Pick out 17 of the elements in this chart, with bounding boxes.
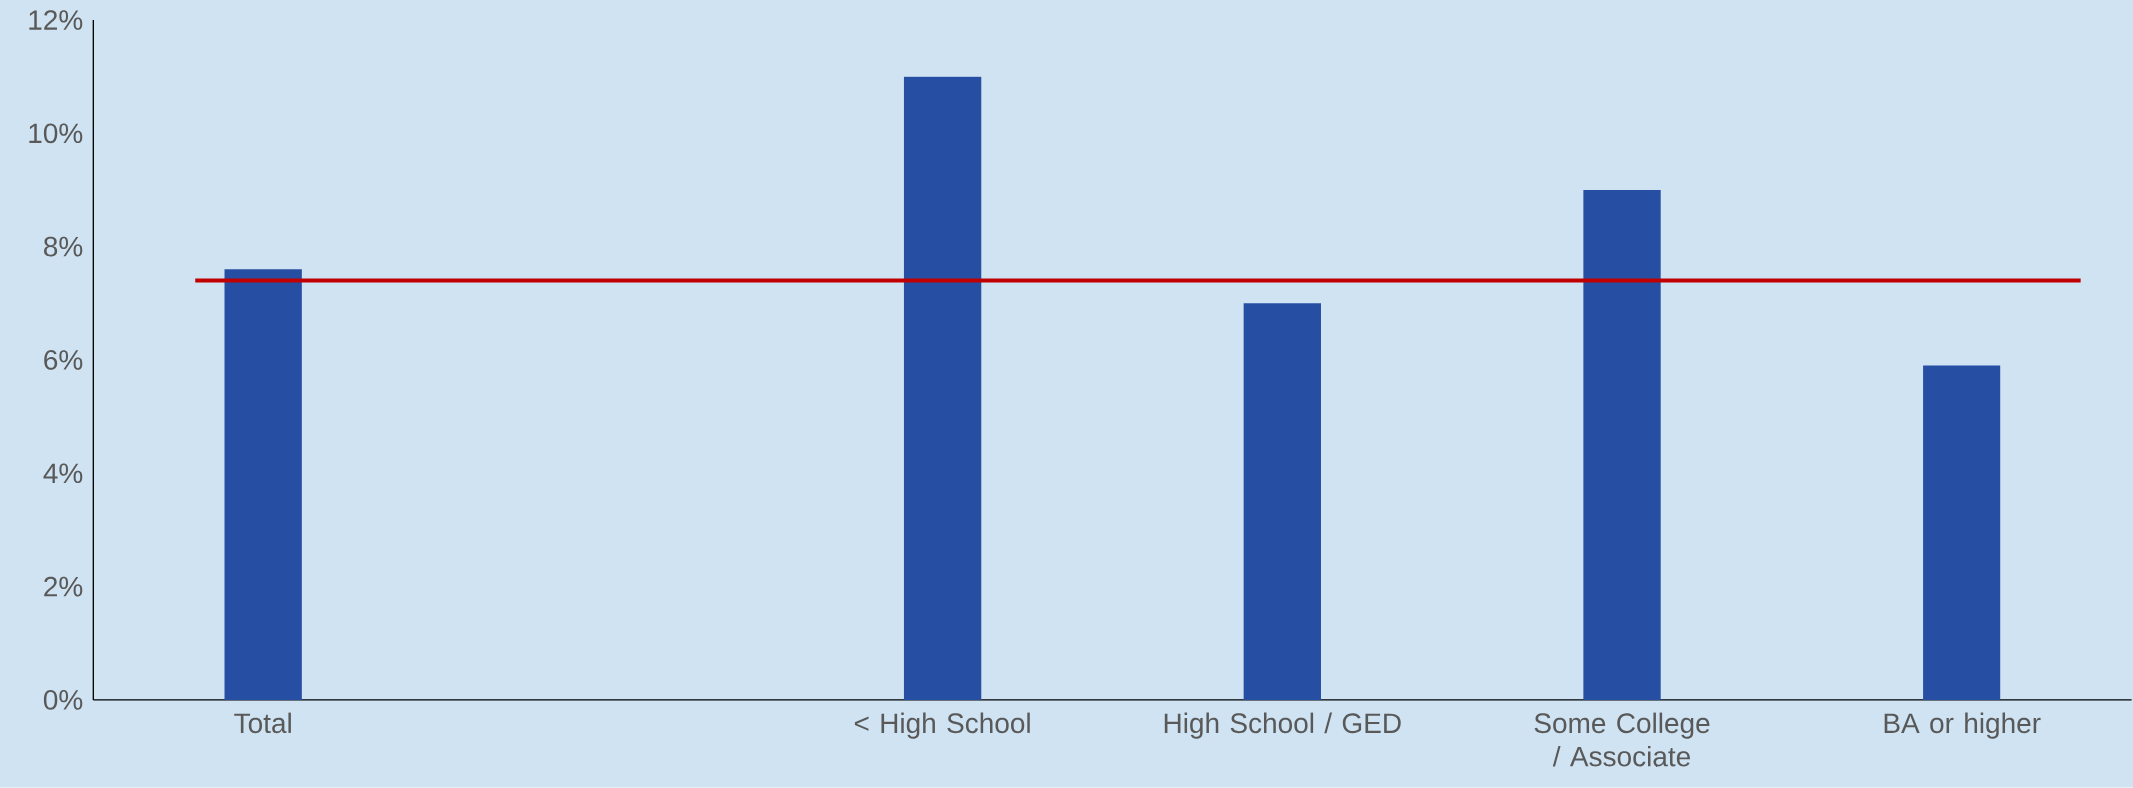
bar [1923, 365, 2001, 700]
y-tick-label: 10% [29, 123, 83, 144]
y-tick-label: 12% [29, 10, 83, 30]
y-tick-label: 8% [44, 236, 83, 257]
y-tick-label: 0% [43, 690, 83, 710]
x-tick-label: Some College / Associate [1534, 712, 1710, 767]
x-tick-label: Total [234, 712, 291, 734]
bar [1583, 190, 1661, 700]
x-tick-label: High School / GED [1164, 712, 1401, 739]
y-tick-label: 4% [43, 463, 83, 484]
y-tick-label: 2% [44, 576, 83, 597]
bar [224, 269, 302, 700]
x-tick-label: < High School [854, 712, 1030, 739]
x-tick-label: BA or higher [1884, 712, 2041, 739]
bar [1243, 303, 1321, 700]
y-tick-label: 6% [44, 350, 83, 370]
bar [903, 76, 982, 700]
